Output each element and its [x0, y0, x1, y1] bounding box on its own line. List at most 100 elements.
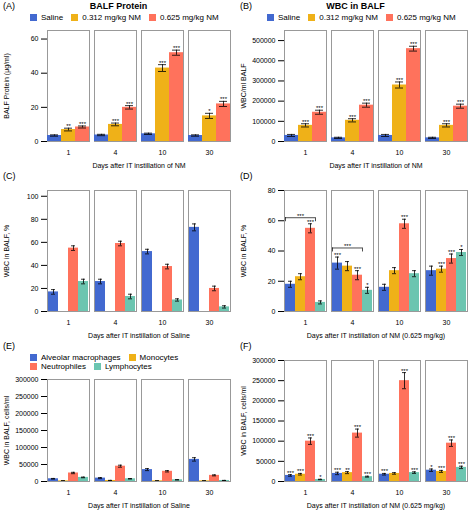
svg-text:10: 10 [396, 319, 404, 326]
svg-text:300000: 300000 [252, 357, 275, 364]
svg-text:***: *** [159, 60, 167, 66]
svg-text:Days after IT instillation of: Days after IT instillation of Saline [88, 502, 190, 510]
svg-text:***: *** [443, 119, 451, 125]
svg-text:30: 30 [443, 149, 451, 156]
svg-text:***: *** [381, 468, 389, 474]
svg-text:***: *** [364, 471, 372, 477]
svg-text:40: 40 [31, 262, 39, 269]
svg-text:10: 10 [159, 149, 167, 156]
svg-text:**: ** [66, 123, 71, 129]
svg-text:0: 0 [35, 478, 39, 485]
svg-text:250000: 250000 [15, 393, 38, 400]
svg-text:60: 60 [268, 217, 276, 224]
svg-text:***: *** [354, 266, 362, 272]
svg-text:*: * [319, 474, 322, 480]
svg-text:***: *** [448, 435, 456, 441]
svg-text:400000: 400000 [252, 57, 275, 64]
svg-text:BALF Protein (μg/ml): BALF Protein (μg/ml) [3, 53, 11, 119]
svg-text:***: *** [354, 424, 362, 430]
svg-text:***: *** [126, 101, 134, 107]
svg-text:500000: 500000 [252, 37, 275, 44]
svg-text:***: *** [307, 219, 315, 225]
svg-text:4: 4 [114, 489, 118, 496]
svg-text:Days after IT instillation of: Days after IT instillation of NM [92, 162, 185, 170]
svg-text:10: 10 [396, 489, 404, 496]
svg-text:0: 0 [35, 308, 39, 315]
svg-text:0: 0 [272, 308, 276, 315]
svg-text:20: 20 [268, 277, 276, 284]
svg-text:200000: 200000 [15, 410, 38, 417]
svg-text:***: *** [401, 368, 409, 374]
svg-text:4: 4 [114, 319, 118, 326]
svg-text:1: 1 [304, 489, 308, 496]
svg-text:***: *** [401, 214, 409, 220]
svg-text:4: 4 [351, 149, 355, 156]
svg-text:Days after IT instillation of: Days after IT instillation of NM (0.625 … [307, 502, 445, 510]
svg-text:***: *** [396, 77, 404, 83]
svg-text:***: *** [334, 252, 342, 258]
svg-text:***: *** [411, 467, 419, 473]
svg-text:*: * [430, 464, 433, 470]
svg-text:40: 40 [268, 247, 276, 254]
svg-text:100000: 100000 [252, 437, 275, 444]
svg-text:***: *** [302, 119, 310, 125]
svg-text:***: *** [316, 105, 324, 111]
svg-text:Days after IT instillation of: Days after IT instillation of NM [329, 162, 422, 170]
svg-text:40: 40 [31, 69, 39, 76]
svg-text:4: 4 [114, 149, 118, 156]
svg-text:Days after IT instillation of: Days after IT instillation of Saline [88, 332, 190, 340]
svg-text:20: 20 [31, 285, 39, 292]
svg-text:WBC in BALF, cells/ml: WBC in BALF, cells/ml [240, 386, 247, 456]
svg-text:80: 80 [31, 216, 39, 223]
svg-text:***: *** [297, 468, 305, 474]
svg-text:80: 80 [268, 187, 276, 194]
svg-text:30: 30 [206, 319, 214, 326]
svg-text:WBC in BALF, %: WBC in BALF, % [3, 225, 10, 278]
svg-text:***: *** [79, 121, 87, 127]
svg-text:***: *** [458, 461, 466, 467]
svg-text:4: 4 [351, 489, 355, 496]
svg-text:***: *** [410, 41, 418, 47]
svg-text:30: 30 [206, 489, 214, 496]
svg-text:10: 10 [159, 489, 167, 496]
svg-text:WBC in BALF, %: WBC in BALF, % [240, 225, 247, 278]
svg-text:50000: 50000 [19, 461, 39, 468]
svg-text:30: 30 [443, 319, 451, 326]
svg-text:**: ** [345, 467, 350, 473]
svg-text:30: 30 [206, 149, 214, 156]
svg-text:*: * [460, 244, 463, 250]
svg-text:200000: 200000 [252, 397, 275, 404]
svg-text:*: * [208, 108, 211, 114]
svg-text:300000: 300000 [252, 77, 275, 84]
svg-text:0: 0 [272, 138, 276, 145]
svg-text:1: 1 [67, 489, 71, 496]
svg-text:WBC/ml BALF: WBC/ml BALF [240, 63, 247, 108]
svg-text:*: * [366, 282, 369, 288]
svg-text:100: 100 [27, 193, 39, 200]
svg-text:***: *** [344, 243, 352, 249]
svg-text:200000: 200000 [252, 97, 275, 104]
svg-text:***: *** [334, 467, 342, 473]
svg-text:50000: 50000 [256, 458, 276, 465]
svg-text:20: 20 [31, 104, 39, 111]
svg-text:250000: 250000 [252, 377, 275, 384]
svg-text:0: 0 [272, 478, 276, 485]
svg-text:1: 1 [67, 319, 71, 326]
svg-text:***: *** [457, 99, 465, 105]
svg-text:4: 4 [351, 319, 355, 326]
svg-text:60: 60 [31, 35, 39, 42]
svg-text:***: *** [307, 433, 315, 439]
svg-text:150000: 150000 [252, 417, 275, 424]
svg-text:10: 10 [396, 149, 404, 156]
svg-text:1: 1 [67, 149, 71, 156]
svg-text:***: *** [363, 98, 371, 104]
svg-text:***: *** [349, 114, 357, 120]
svg-text:***: *** [112, 118, 120, 124]
svg-text:WBC in BALF, cells/ml: WBC in BALF, cells/ml [3, 395, 10, 465]
svg-text:***: *** [448, 249, 456, 255]
svg-text:Days after IT instillation of: Days after IT instillation of NM (0.625 … [307, 332, 445, 340]
svg-text:150000: 150000 [15, 427, 38, 434]
svg-text:0: 0 [35, 138, 39, 145]
svg-text:***: *** [438, 465, 446, 471]
svg-text:60: 60 [31, 239, 39, 246]
